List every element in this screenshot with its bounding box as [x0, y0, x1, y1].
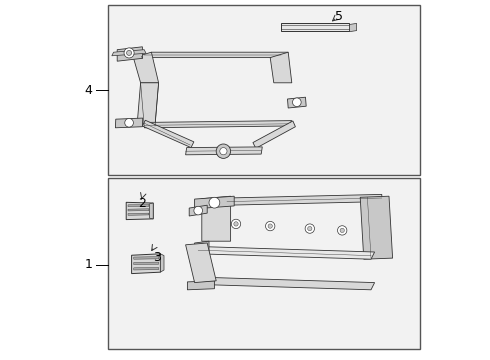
Circle shape [125, 118, 133, 127]
Polygon shape [133, 52, 159, 83]
Polygon shape [128, 213, 149, 215]
Polygon shape [253, 121, 295, 148]
Polygon shape [189, 205, 207, 216]
Polygon shape [143, 120, 194, 148]
Circle shape [231, 219, 241, 229]
Polygon shape [195, 196, 234, 209]
Polygon shape [126, 202, 153, 220]
Polygon shape [288, 97, 306, 108]
Polygon shape [128, 209, 149, 211]
Polygon shape [134, 262, 159, 265]
Polygon shape [227, 194, 382, 205]
Polygon shape [144, 52, 288, 58]
Circle shape [124, 48, 134, 58]
Text: 2: 2 [139, 197, 147, 210]
Circle shape [126, 50, 132, 55]
Polygon shape [186, 147, 262, 155]
Polygon shape [112, 50, 146, 56]
Circle shape [293, 98, 301, 107]
Circle shape [209, 197, 220, 208]
Circle shape [340, 228, 344, 233]
Text: 3: 3 [153, 251, 161, 264]
Polygon shape [270, 52, 292, 83]
Polygon shape [116, 118, 143, 128]
Circle shape [338, 226, 347, 235]
Polygon shape [202, 196, 231, 241]
Circle shape [194, 206, 202, 215]
Bar [108, 5, 419, 175]
Text: 5: 5 [335, 10, 343, 23]
Circle shape [234, 222, 238, 226]
Polygon shape [134, 257, 159, 259]
Text: 1: 1 [84, 258, 92, 271]
Polygon shape [117, 47, 143, 61]
Polygon shape [149, 203, 153, 219]
Text: 4: 4 [84, 84, 92, 96]
Polygon shape [134, 267, 159, 270]
Circle shape [220, 148, 227, 155]
Polygon shape [160, 254, 164, 272]
Polygon shape [198, 247, 374, 259]
Polygon shape [132, 254, 160, 274]
Polygon shape [187, 281, 215, 290]
Polygon shape [349, 23, 357, 32]
Polygon shape [198, 277, 374, 290]
Polygon shape [360, 196, 392, 259]
Circle shape [308, 226, 312, 231]
Polygon shape [128, 204, 149, 207]
Polygon shape [137, 83, 159, 126]
Circle shape [216, 144, 231, 158]
Polygon shape [186, 243, 216, 283]
Bar [108, 178, 419, 349]
Polygon shape [281, 23, 349, 31]
Polygon shape [144, 121, 292, 128]
Circle shape [266, 221, 275, 231]
Circle shape [268, 224, 272, 228]
Circle shape [305, 224, 315, 233]
Polygon shape [195, 241, 209, 284]
